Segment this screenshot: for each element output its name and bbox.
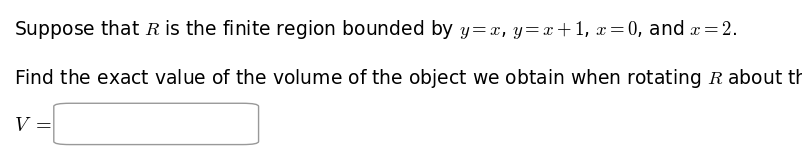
Text: $V\ =$: $V\ =$ — [14, 116, 52, 135]
Text: Suppose that $R$ is the finite region bounded by $y = x$, $y = x + 1$, $x = 0$, : Suppose that $R$ is the finite region bo… — [14, 18, 736, 41]
Text: Find the exact value of the volume of the object we obtain when rotating $R$ abo: Find the exact value of the volume of th… — [14, 67, 802, 90]
FancyBboxPatch shape — [54, 103, 258, 145]
